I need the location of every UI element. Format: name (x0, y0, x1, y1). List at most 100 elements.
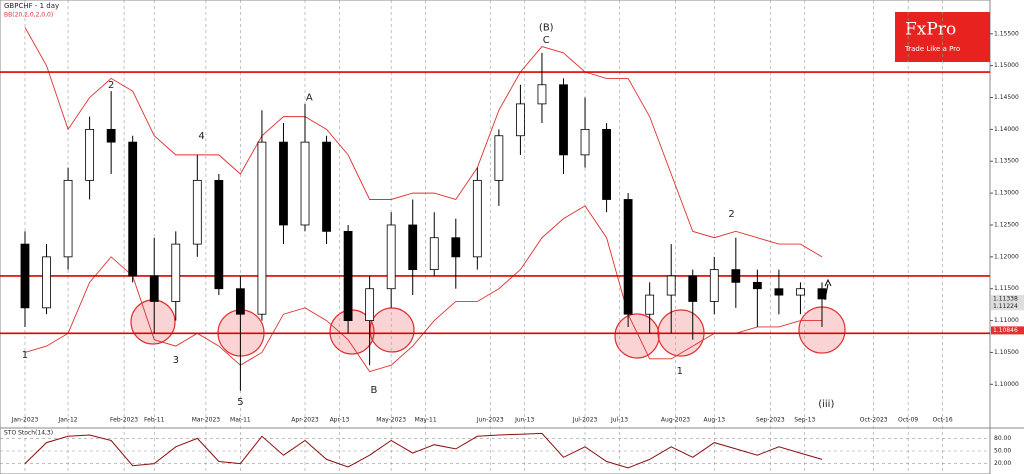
y-tick-label: 1.10500 (994, 349, 1019, 356)
candle-body (386, 224, 396, 290)
x-tick-label: Feb-2023 (110, 417, 138, 424)
candle-body (688, 275, 698, 302)
candle-body (752, 281, 762, 290)
candle-body (731, 269, 741, 283)
x-tick-label: May-2023 (376, 417, 406, 424)
candle-body (472, 179, 482, 258)
candle-body (451, 237, 461, 258)
candle-body (623, 199, 633, 315)
x-tick-label: Oct-16 (933, 417, 953, 424)
x-tick-label: Sep-2023 (756, 417, 785, 424)
candle-body (494, 135, 504, 181)
x-tick-label: Jun-13 (514, 417, 534, 424)
candle-body (192, 179, 202, 245)
candle-body (343, 230, 353, 321)
x-tick-label: Sep-13 (794, 417, 815, 424)
wave-label: 4 (198, 131, 204, 142)
x-tick-label: Jan-12 (58, 417, 78, 424)
indicator-label: BB(20,2,0,2,0,0) (4, 12, 53, 19)
highlight-circles (130, 299, 846, 359)
x-tick-label: Mar-11 (230, 417, 251, 424)
x-tick-label: Aug-2023 (661, 417, 690, 424)
price-label: 1.11338 (993, 296, 1018, 303)
y-tick-label: 1.11000 (994, 317, 1019, 324)
candle-body (214, 179, 224, 290)
candle-body (774, 288, 784, 296)
wave-label: 1 (22, 350, 28, 361)
wave-label: B (371, 385, 378, 396)
candle-body (63, 179, 73, 258)
y-tick-label: 1.14000 (994, 126, 1019, 133)
y-tick-label: 1.12000 (994, 253, 1019, 260)
candle-body (85, 128, 95, 181)
x-tick-label: Oct-2023 (860, 417, 888, 424)
candle-body (279, 141, 288, 226)
bollinger-band (24, 27, 823, 258)
wave-label: 2 (108, 80, 114, 91)
wave-label: 2 (728, 209, 734, 220)
candle-body (171, 243, 181, 302)
candle-body (559, 84, 568, 156)
highlight (369, 307, 415, 353)
candle-body (300, 141, 310, 226)
y-tick-label: 1.15000 (994, 62, 1019, 69)
candle-body (429, 237, 439, 270)
candle-body (796, 288, 805, 296)
stochastic-line (24, 432, 823, 469)
x-tick-label: Jul-13 (610, 417, 628, 424)
wave-label: A (306, 93, 313, 104)
osc-tick-label: 20.00 (994, 460, 1011, 467)
candle-body (128, 141, 138, 277)
candle-body (602, 128, 611, 200)
candle-body (257, 141, 267, 315)
y-tick-label: 1.10000 (994, 381, 1019, 388)
wave-label: 5 (237, 397, 243, 408)
candle-body (365, 288, 375, 321)
candle-body (666, 275, 676, 296)
oscillator-title: STO Stoch(14,3) (4, 430, 53, 437)
price-label-box (991, 295, 1024, 304)
x-tick-label: May-11 (415, 417, 437, 424)
price-label-box (991, 302, 1024, 311)
wave-label: (B) (539, 22, 554, 33)
highlight (614, 313, 660, 359)
price-label-box (991, 326, 1024, 335)
osc-tick-label: 50.00 (994, 448, 1011, 455)
logo-name: FxPro (905, 20, 956, 40)
candle-body (516, 103, 525, 137)
wave-label: 3 (173, 355, 179, 366)
x-tick-label: Apr-2023 (291, 417, 319, 424)
x-tick-label: Aug-13 (704, 417, 726, 424)
candle-body (645, 294, 655, 315)
candle-body (322, 141, 331, 232)
price-label: 1.10846 (993, 327, 1018, 334)
x-tick-label: Jan-2023 (11, 417, 39, 424)
plot-frame (0, 0, 991, 474)
wave-label: C (543, 35, 550, 46)
y-tick-label: 1.14500 (994, 94, 1019, 101)
candle-body (149, 275, 159, 302)
x-tick-label: Apr-13 (330, 417, 350, 424)
y-tick-label: 1.11500 (994, 285, 1019, 292)
chart-title: GBPCHF - 1 day (4, 2, 59, 10)
x-tick-label: Mar-2023 (192, 417, 221, 424)
osc-tick-label: 80.00 (994, 435, 1011, 442)
y-tick-label: 1.15500 (994, 30, 1019, 37)
candle-body (235, 288, 245, 315)
y-tick-label: 1.13000 (994, 190, 1019, 197)
wave-label: (iii) (818, 399, 834, 410)
candle-body (580, 128, 590, 156)
logo-tagline: Trade Like a Pro (904, 45, 960, 53)
y-tick-label: 1.13500 (994, 158, 1019, 165)
x-tick-label: Oct-09 (898, 417, 918, 424)
price-label: 1.11224 (993, 303, 1018, 310)
wave-label: 1 (677, 366, 683, 377)
x-tick-label: Feb-11 (144, 417, 165, 424)
candle-body (709, 269, 719, 302)
y-tick-label: 1.12500 (994, 221, 1019, 228)
x-tick-label: Jun-2023 (476, 417, 504, 424)
candle-body (537, 84, 547, 105)
candle-body (42, 256, 51, 309)
candle-body (106, 128, 116, 143)
